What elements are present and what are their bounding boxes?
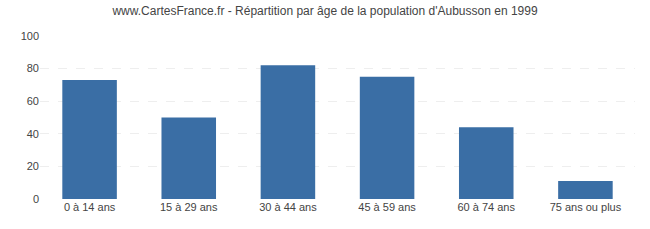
svg-text:45 à 59 ans: 45 à 59 ans [358,201,416,213]
svg-text:15 à 29 ans: 15 à 29 ans [160,201,218,213]
svg-text:30 à 44 ans: 30 à 44 ans [259,201,317,213]
svg-text:0 à 14 ans: 0 à 14 ans [64,201,116,213]
svg-text:60 à 74 ans: 60 à 74 ans [458,201,516,213]
svg-text:80: 80 [27,62,39,74]
svg-text:40: 40 [27,128,39,140]
svg-text:20: 20 [27,160,39,172]
svg-text:www.CartesFrance.fr - Répartit: www.CartesFrance.fr - Répartition par âg… [111,4,538,18]
svg-text:60: 60 [27,95,39,107]
svg-text:75 ans ou plus: 75 ans ou plus [550,201,622,213]
svg-text:100: 100 [21,30,39,42]
svg-text:0: 0 [33,193,39,205]
